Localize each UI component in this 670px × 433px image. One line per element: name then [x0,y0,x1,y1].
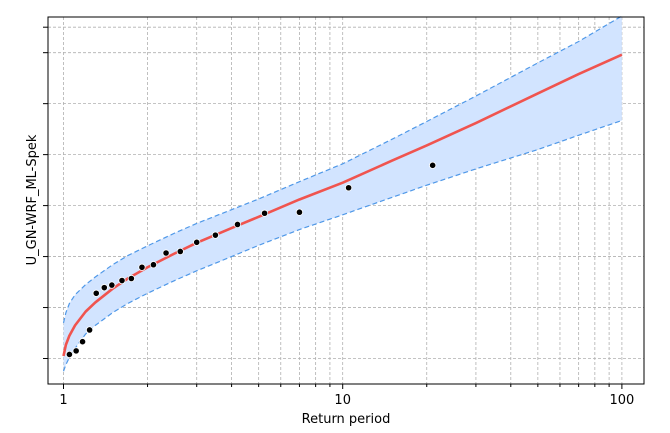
observed-point [162,249,170,257]
observed-points-layer [65,161,437,359]
plot-frame [47,16,645,385]
y-axis-label: U_GN-WRF_ML-Spek [25,134,40,265]
x-axis-label: Return period [302,412,391,427]
observed-point [65,350,74,359]
observed-point [233,220,242,229]
observed-point [138,263,146,271]
observed-point [260,209,269,217]
confidence-band-layer [62,15,623,372]
observed-point [72,347,80,355]
observed-point [211,231,219,239]
observed-point [429,161,437,169]
observed-point [108,281,116,289]
observed-point [149,261,158,269]
observed-point [127,274,135,283]
x-tick-label: 1 [59,393,67,408]
observed-point [92,289,100,297]
observed-point [78,338,87,346]
observed-point [85,326,94,334]
observed-point [345,184,353,192]
upper-confidence-line [62,15,623,323]
tick-layer: 1 10 100 [43,26,634,408]
x-tick-label: 10 [334,393,351,408]
observed-point [295,208,304,216]
lower-confidence-line [62,119,623,372]
confidence-band-fill [63,15,622,372]
observed-point [193,238,201,246]
observed-point [100,284,108,292]
observed-point [176,247,184,256]
observed-point [118,276,126,285]
x-tick-label: 100 [609,393,634,408]
